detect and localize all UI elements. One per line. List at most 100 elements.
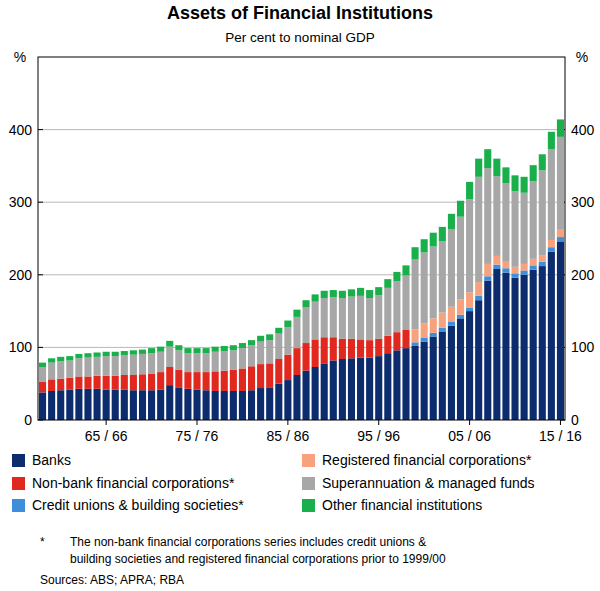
bar-segment bbox=[121, 355, 128, 375]
bar-segment bbox=[75, 389, 82, 420]
y-unit-right: % bbox=[576, 49, 588, 65]
bar-segment bbox=[103, 376, 110, 390]
bar-segment bbox=[166, 385, 173, 420]
bar-segment bbox=[184, 372, 191, 389]
bar-segment bbox=[502, 183, 509, 261]
y-tick-label-left: 200 bbox=[9, 267, 33, 283]
bar-segment bbox=[457, 299, 464, 314]
bar-segment bbox=[212, 352, 219, 372]
bar-segment bbox=[175, 387, 182, 420]
bar-segment bbox=[166, 341, 173, 347]
bar-segment bbox=[348, 339, 355, 359]
bar-segment bbox=[193, 372, 200, 389]
bar-segment bbox=[493, 265, 500, 269]
legend-label: Banks bbox=[32, 452, 71, 468]
bar-segment bbox=[66, 356, 73, 360]
bar-segment bbox=[402, 330, 409, 348]
bar-segment bbox=[221, 391, 228, 420]
bar-segment bbox=[212, 347, 219, 352]
bar-segment bbox=[466, 292, 473, 307]
y-tick-left bbox=[38, 129, 43, 130]
bar-segment bbox=[103, 352, 110, 356]
bar-segment bbox=[230, 391, 237, 420]
bar-segment bbox=[66, 378, 73, 390]
bar-segment bbox=[48, 363, 55, 380]
chart: Assets of Financial InstitutionsPer cent… bbox=[0, 0, 600, 591]
bar-segment bbox=[448, 214, 455, 229]
bar-segment bbox=[312, 339, 319, 367]
bar-segment bbox=[312, 294, 319, 301]
bar-segment bbox=[130, 355, 137, 375]
bar-segment bbox=[212, 391, 219, 420]
bar-segment bbox=[257, 342, 264, 365]
bar-segment bbox=[266, 387, 273, 420]
bar-segment bbox=[193, 348, 200, 353]
bar-segment bbox=[421, 239, 428, 252]
bar-segment bbox=[384, 279, 391, 288]
bar-segment bbox=[57, 390, 64, 420]
bar-segment bbox=[557, 137, 564, 230]
bar-segment bbox=[275, 328, 282, 334]
bar-segment bbox=[521, 177, 528, 193]
bar-segment bbox=[175, 370, 182, 387]
bar-segment bbox=[366, 298, 373, 340]
bar-segment bbox=[284, 355, 291, 380]
footnote-line: building societies and registered financ… bbox=[70, 552, 446, 566]
bar-segment bbox=[412, 247, 419, 259]
bar-segment bbox=[248, 345, 255, 366]
bar-segment bbox=[184, 348, 191, 353]
bar-segment bbox=[530, 270, 537, 420]
bar-segment bbox=[348, 358, 355, 420]
bar-segment bbox=[366, 340, 373, 357]
bar-segment bbox=[384, 288, 391, 336]
bar-segment bbox=[393, 350, 400, 420]
footnote-line: The non-bank financial corporations seri… bbox=[70, 535, 426, 549]
legend-swatch bbox=[302, 499, 315, 512]
bar-segment bbox=[239, 343, 246, 348]
bar-segment bbox=[548, 149, 555, 240]
bar-segment bbox=[521, 275, 528, 420]
bar-segment bbox=[548, 252, 555, 420]
x-tick-label: 65 / 66 bbox=[85, 428, 128, 444]
bar-segment bbox=[148, 348, 155, 353]
y-unit-left: % bbox=[14, 49, 26, 65]
bar-segment bbox=[266, 363, 273, 387]
bar-segment bbox=[466, 199, 473, 292]
bar-segment bbox=[430, 318, 437, 333]
bar-segment bbox=[511, 267, 518, 274]
bar-segment bbox=[511, 175, 518, 191]
bar-segment bbox=[548, 132, 555, 149]
bar-segment bbox=[384, 336, 391, 353]
bar-segment bbox=[221, 371, 228, 391]
bar-segment bbox=[321, 363, 328, 420]
bar-segment bbox=[112, 376, 119, 390]
bar-segment bbox=[130, 375, 137, 390]
bar-segment bbox=[502, 268, 509, 272]
bar-segment bbox=[312, 302, 319, 340]
bar-segment bbox=[339, 359, 346, 420]
bar-segment bbox=[384, 353, 391, 420]
bar-segment bbox=[339, 291, 346, 298]
bar-segment bbox=[230, 370, 237, 391]
bar-segment bbox=[121, 375, 128, 390]
bar-segment bbox=[548, 247, 555, 251]
bar-segment bbox=[330, 290, 337, 297]
bar-segment bbox=[239, 348, 246, 368]
bar-segment bbox=[130, 350, 137, 354]
bar-segment bbox=[203, 348, 210, 353]
bar-segment bbox=[457, 217, 464, 300]
bar-segment bbox=[475, 177, 482, 282]
bar-segment bbox=[412, 260, 419, 330]
bar-segment bbox=[148, 374, 155, 391]
bar-segment bbox=[66, 360, 73, 377]
x-tick bbox=[287, 420, 288, 425]
x-tick-label: 75 / 76 bbox=[176, 428, 219, 444]
bar-segment bbox=[94, 389, 101, 420]
legend-label: Credit unions & building societies* bbox=[32, 497, 244, 513]
x-tick bbox=[560, 420, 561, 425]
bar-segment bbox=[248, 390, 255, 420]
bar-segment bbox=[493, 269, 500, 420]
plot-frame bbox=[38, 57, 565, 420]
bar-segment bbox=[94, 352, 101, 356]
y-tick-label-left: 300 bbox=[9, 194, 33, 210]
